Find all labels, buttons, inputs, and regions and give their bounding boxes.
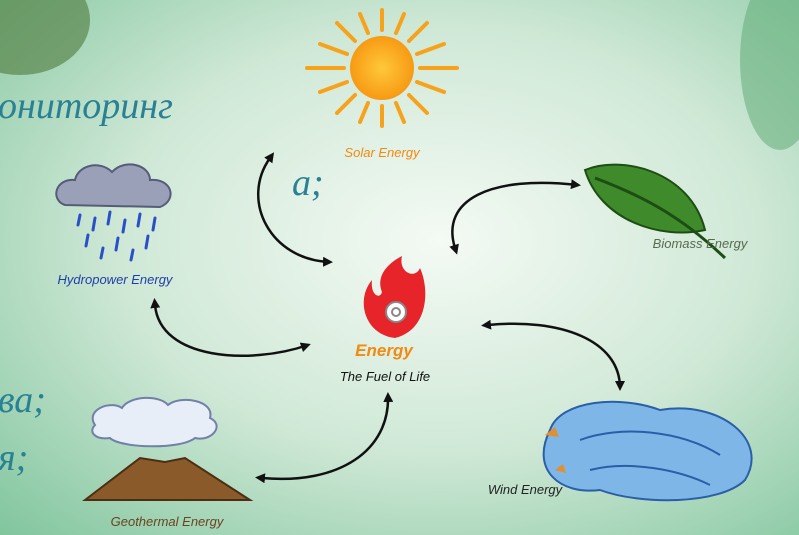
center-subtitle: The Fuel of Life <box>340 369 430 384</box>
center-title: Energy <box>355 341 414 360</box>
slide-text: а; <box>292 162 324 204</box>
node-label: Biomass Energy <box>653 236 749 251</box>
page: {"slide_text": ["ониторинг", "а;", "ва;"… <box>0 0 799 535</box>
slide-text: ва; <box>0 379 46 421</box>
wind-icon <box>544 402 752 500</box>
node-label: Wind Energy <box>488 482 564 497</box>
node-label: Hydropower Energy <box>58 272 174 287</box>
slide-text: я; <box>0 437 28 479</box>
slide-text: ониторинг <box>0 85 173 127</box>
body: ониторинг а; ва; я; Solar Energy Biomass… <box>0 0 799 535</box>
node-label: Solar Energy <box>344 145 421 160</box>
slide: ониторинг а; ва; я; Solar Energy Biomass… <box>0 0 799 535</box>
node-label: Geothermal Energy <box>111 514 225 529</box>
